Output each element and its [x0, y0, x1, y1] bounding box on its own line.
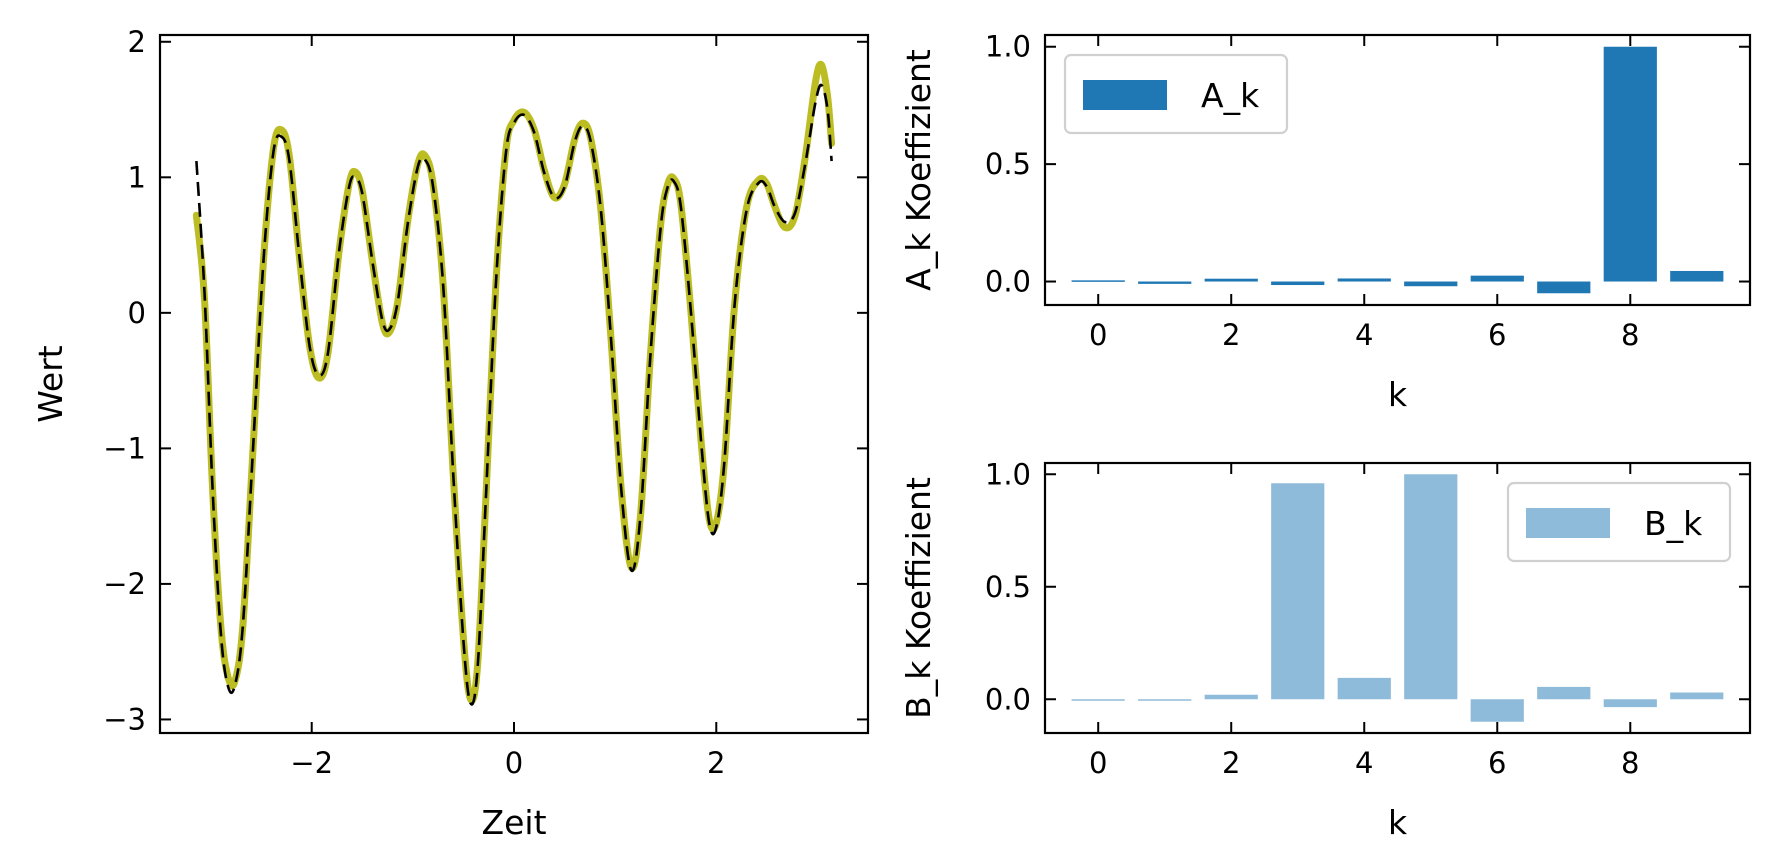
plot-area [1071, 46, 1724, 294]
bar-k-1 [1138, 699, 1192, 701]
x-tick-label: 4 [1355, 746, 1373, 780]
y-tick-label: 0.5 [985, 147, 1031, 181]
bar-k-0 [1071, 699, 1125, 701]
y-axis-label: B_k Koeffizient [899, 477, 938, 719]
y-tick-label: 1 [128, 160, 146, 194]
x-tick-label: 2 [1222, 318, 1240, 352]
x-tick-label: −2 [290, 746, 333, 780]
bar-k-7 [1537, 281, 1591, 294]
x-axis-label: k [1388, 803, 1408, 842]
axes-frame [1043, 461, 1752, 735]
panels: −2 0 2 −3 −2 −1 0 1 2 Zeit Wert 0 2 4 6 8 0.0 0.5 1.0 k A_k … [31, 25, 1752, 842]
legend: A_k [1063, 53, 1289, 135]
y-tick-label: 2 [128, 25, 146, 59]
x-tick-label: 6 [1488, 746, 1506, 780]
x-tick-label: 0 [1089, 746, 1107, 780]
x-tick-label: 2 [707, 746, 725, 780]
bar-k-2 [1204, 278, 1258, 282]
y-tick-label: −2 [103, 567, 146, 601]
bar-k-3 [1271, 483, 1325, 700]
y-tick-label: −3 [103, 702, 146, 736]
bar-k-4 [1337, 278, 1391, 282]
bar-k-9 [1670, 692, 1724, 700]
legend-swatch [1083, 80, 1167, 110]
plot-area [192, 60, 836, 706]
legend: B_k [1506, 481, 1732, 563]
legend-label: A_k [1201, 76, 1260, 115]
bar-k-5 [1404, 281, 1458, 287]
y-tick-label: 0.5 [985, 570, 1031, 604]
y-tick-label: 1.0 [985, 30, 1031, 64]
legend-swatch [1526, 508, 1610, 538]
plot-area [1071, 474, 1724, 722]
ak-coefficients-plot: 0 2 4 6 8 0.0 0.5 1.0 k A_k Koeffizient A_k [899, 30, 1752, 414]
x-axis-label: k [1388, 375, 1408, 414]
x-tick-label: 6 [1488, 318, 1506, 352]
x-tick-label: 2 [1222, 746, 1240, 780]
y-tick-label: 0.0 [985, 682, 1031, 716]
bar-k-8 [1603, 699, 1657, 708]
axes-frame [1043, 33, 1752, 307]
y-tick-label: 0.0 [985, 265, 1031, 299]
bar-k-6 [1470, 275, 1524, 282]
x-tick-label: 4 [1355, 318, 1373, 352]
bar-k-1 [1138, 281, 1192, 284]
bar-k-7 [1537, 686, 1591, 700]
bar-k-3 [1271, 281, 1325, 286]
x-tick-label: 8 [1621, 746, 1639, 780]
y-tick-label: 0 [128, 296, 146, 330]
x-tick-label: 0 [1089, 318, 1107, 352]
y-axis-label: A_k Koeffizient [899, 49, 938, 291]
bar-k-5 [1404, 474, 1458, 700]
bk-coefficients-plot: 0 2 4 6 8 0.0 0.5 1.0 k B_k Koeffizient B_k [899, 457, 1752, 842]
bar-k-9 [1670, 270, 1724, 282]
y-axis-label: Wert [31, 345, 70, 423]
bar-k-8 [1603, 46, 1657, 282]
bar-k-6 [1470, 699, 1524, 722]
legend-box [1063, 53, 1289, 135]
bar-k-0 [1071, 280, 1125, 282]
x-tick-label: 8 [1621, 318, 1639, 352]
signal-plot: −2 0 2 −3 −2 −1 0 1 2 Zeit Wert [31, 25, 870, 842]
bar-k-4 [1337, 677, 1391, 700]
legend-label: B_k [1644, 504, 1703, 543]
x-axis-label: Zeit [481, 803, 546, 842]
legend-box [1506, 481, 1732, 563]
y-tick-label: 1.0 [985, 457, 1031, 491]
x-tick-label: 0 [505, 746, 523, 780]
bar-k-2 [1204, 694, 1258, 700]
dashed-series-line [195, 83, 833, 706]
y-tick-label: −1 [103, 431, 146, 465]
